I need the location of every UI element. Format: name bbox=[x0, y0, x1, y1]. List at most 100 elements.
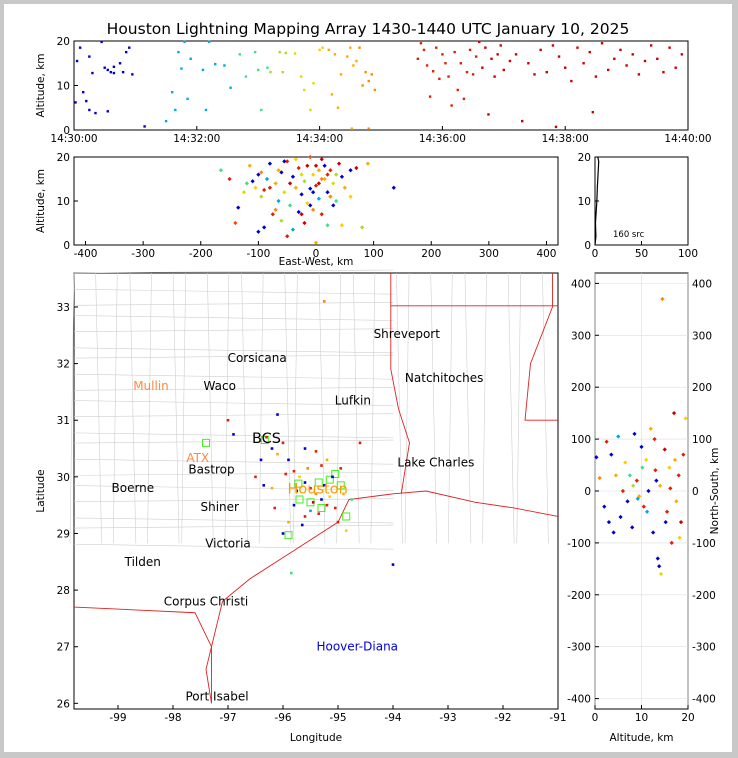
data-point bbox=[652, 436, 657, 442]
x-tick-label: -94 bbox=[384, 712, 401, 724]
data-point bbox=[635, 496, 640, 501]
altitude-time-panel: 14:30:00 14:32:00 14:34:00 14:36:00 14:38:00… bbox=[35, 36, 712, 145]
data-point bbox=[639, 444, 644, 450]
city-label: Lake Charles bbox=[397, 456, 474, 470]
data-point bbox=[319, 157, 324, 162]
x-tick-label: 14:32:00 bbox=[173, 133, 220, 145]
county-line bbox=[147, 272, 152, 544]
data-point bbox=[336, 161, 342, 166]
county-line bbox=[73, 485, 394, 491]
data-point bbox=[262, 225, 267, 230]
data-point bbox=[322, 163, 327, 168]
y-tick-label: 28 bbox=[57, 585, 70, 597]
data-point bbox=[308, 203, 313, 208]
data-point bbox=[303, 447, 307, 450]
station-marker bbox=[342, 512, 351, 521]
data-point bbox=[300, 523, 304, 527]
data-point bbox=[322, 300, 326, 303]
city-label: ATX bbox=[186, 451, 209, 465]
data-point bbox=[319, 176, 324, 182]
y-tick-label: 20 bbox=[57, 36, 70, 48]
data-point bbox=[327, 48, 331, 52]
x-tick-label: -400 bbox=[74, 248, 98, 260]
y-tick-label: 29 bbox=[57, 528, 70, 540]
data-point bbox=[276, 168, 281, 173]
y-tick-label: 10 bbox=[57, 196, 70, 208]
plan-view-map-panel: -99 -98 -97 -96 -95 -94 -93 -92 -91 26 27 28 29 30 31 3… bbox=[35, 269, 567, 744]
y-axis-label: Altitude, km bbox=[35, 169, 47, 233]
x-tick-label: -99 bbox=[109, 712, 126, 724]
data-point bbox=[630, 525, 635, 530]
y-tick-label-left: 100 bbox=[571, 434, 591, 446]
data-point bbox=[545, 70, 548, 74]
county-line bbox=[73, 347, 394, 354]
data-point bbox=[644, 509, 650, 514]
x-axis-label: East-West, km bbox=[279, 256, 354, 268]
data-point bbox=[591, 111, 595, 114]
data-point bbox=[325, 503, 329, 507]
data-point bbox=[284, 472, 288, 476]
county-line bbox=[73, 400, 394, 406]
data-point bbox=[290, 174, 296, 179]
data-point bbox=[322, 484, 326, 487]
data-point bbox=[316, 168, 322, 173]
data-point bbox=[287, 520, 290, 524]
altitude-time-frame bbox=[73, 40, 689, 131]
city-label: Shiner bbox=[201, 500, 240, 514]
y-tick-label-left: 0 bbox=[584, 486, 591, 498]
county-line bbox=[129, 272, 137, 544]
data-point bbox=[74, 101, 77, 104]
data-point bbox=[651, 530, 656, 535]
data-point bbox=[164, 119, 168, 123]
county-boundaries bbox=[69, 269, 549, 550]
city-label: Corsicana bbox=[228, 351, 287, 365]
data-point bbox=[634, 478, 639, 483]
y-tick-label: -200 bbox=[692, 590, 716, 602]
altitude-profile-line bbox=[594, 156, 600, 246]
county-line bbox=[69, 272, 75, 544]
altitude-histogram-panel: 0 50 100 0 10 20 160 src bbox=[578, 152, 698, 260]
data-point bbox=[339, 467, 343, 470]
data-point bbox=[462, 97, 466, 101]
data-point bbox=[616, 434, 621, 439]
data-point bbox=[348, 194, 353, 199]
city-label: Boerne bbox=[112, 481, 155, 495]
data-point bbox=[676, 473, 681, 478]
data-point bbox=[669, 540, 674, 546]
data-point bbox=[600, 42, 604, 45]
county-line bbox=[258, 272, 264, 544]
data-point bbox=[478, 40, 481, 44]
station-marker bbox=[336, 481, 345, 490]
data-point bbox=[260, 108, 263, 112]
y-tick-label-left: -300 bbox=[567, 642, 591, 654]
data-point bbox=[606, 68, 610, 72]
county-line bbox=[95, 272, 102, 544]
data-point bbox=[365, 161, 370, 166]
data-point bbox=[254, 475, 257, 479]
data-point bbox=[78, 46, 82, 49]
y-tick-label: 400 bbox=[692, 278, 712, 290]
data-point bbox=[447, 75, 450, 78]
x-tick-label: -200 bbox=[189, 248, 213, 260]
data-point bbox=[310, 207, 316, 212]
data-point bbox=[303, 515, 307, 518]
county-line bbox=[73, 524, 394, 529]
data-point bbox=[484, 46, 487, 49]
data-point bbox=[177, 50, 180, 54]
data-point bbox=[644, 457, 649, 462]
city-label: Tilden bbox=[124, 555, 161, 569]
data-point bbox=[487, 113, 490, 116]
data-point bbox=[201, 68, 205, 72]
data-point bbox=[103, 66, 106, 69]
data-point bbox=[627, 473, 632, 478]
data-point bbox=[306, 467, 310, 470]
data-points bbox=[218, 154, 396, 245]
y-axis-label: Latitude bbox=[35, 469, 47, 512]
data-point bbox=[333, 506, 337, 510]
y-tick-label: -100 bbox=[692, 538, 716, 550]
data-point bbox=[391, 563, 395, 566]
county-line bbox=[507, 272, 515, 544]
data-point bbox=[207, 40, 211, 44]
county-line bbox=[448, 272, 453, 544]
data-point bbox=[309, 509, 312, 513]
